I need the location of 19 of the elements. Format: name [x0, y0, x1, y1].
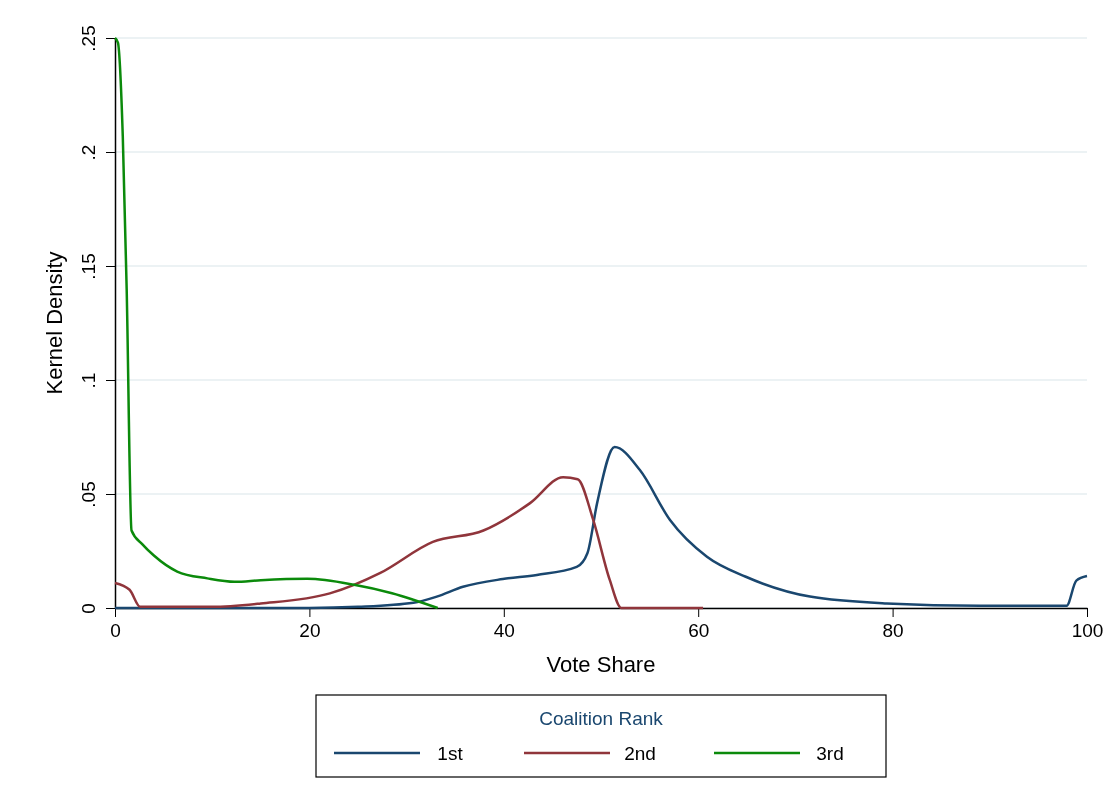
- legend-title: Coalition Rank: [539, 708, 664, 729]
- line-series: [113, 475, 705, 610]
- y-tick-label: 0: [78, 603, 99, 614]
- legend-label: 3rd: [816, 743, 844, 764]
- y-tick-label: .25: [78, 25, 99, 52]
- x-tick-label: 40: [493, 620, 515, 642]
- x-tick-label: 0: [110, 620, 121, 642]
- x-tick-label: 100: [1071, 620, 1104, 642]
- x-tick-label: 20: [299, 620, 321, 642]
- y-axis-title: Kernel Density: [42, 251, 67, 395]
- y-tick-label: .1: [78, 372, 99, 389]
- y-tick-label: .2: [78, 144, 99, 161]
- legend-label: 2nd: [624, 743, 656, 764]
- x-tick-label: 80: [882, 620, 904, 642]
- legend-label: 1st: [437, 743, 464, 764]
- x-axis-title: Vote Share: [546, 652, 656, 677]
- x-tick-label: 60: [688, 620, 710, 642]
- y-tick-label: .15: [78, 253, 99, 280]
- y-tick-label: .05: [78, 481, 99, 508]
